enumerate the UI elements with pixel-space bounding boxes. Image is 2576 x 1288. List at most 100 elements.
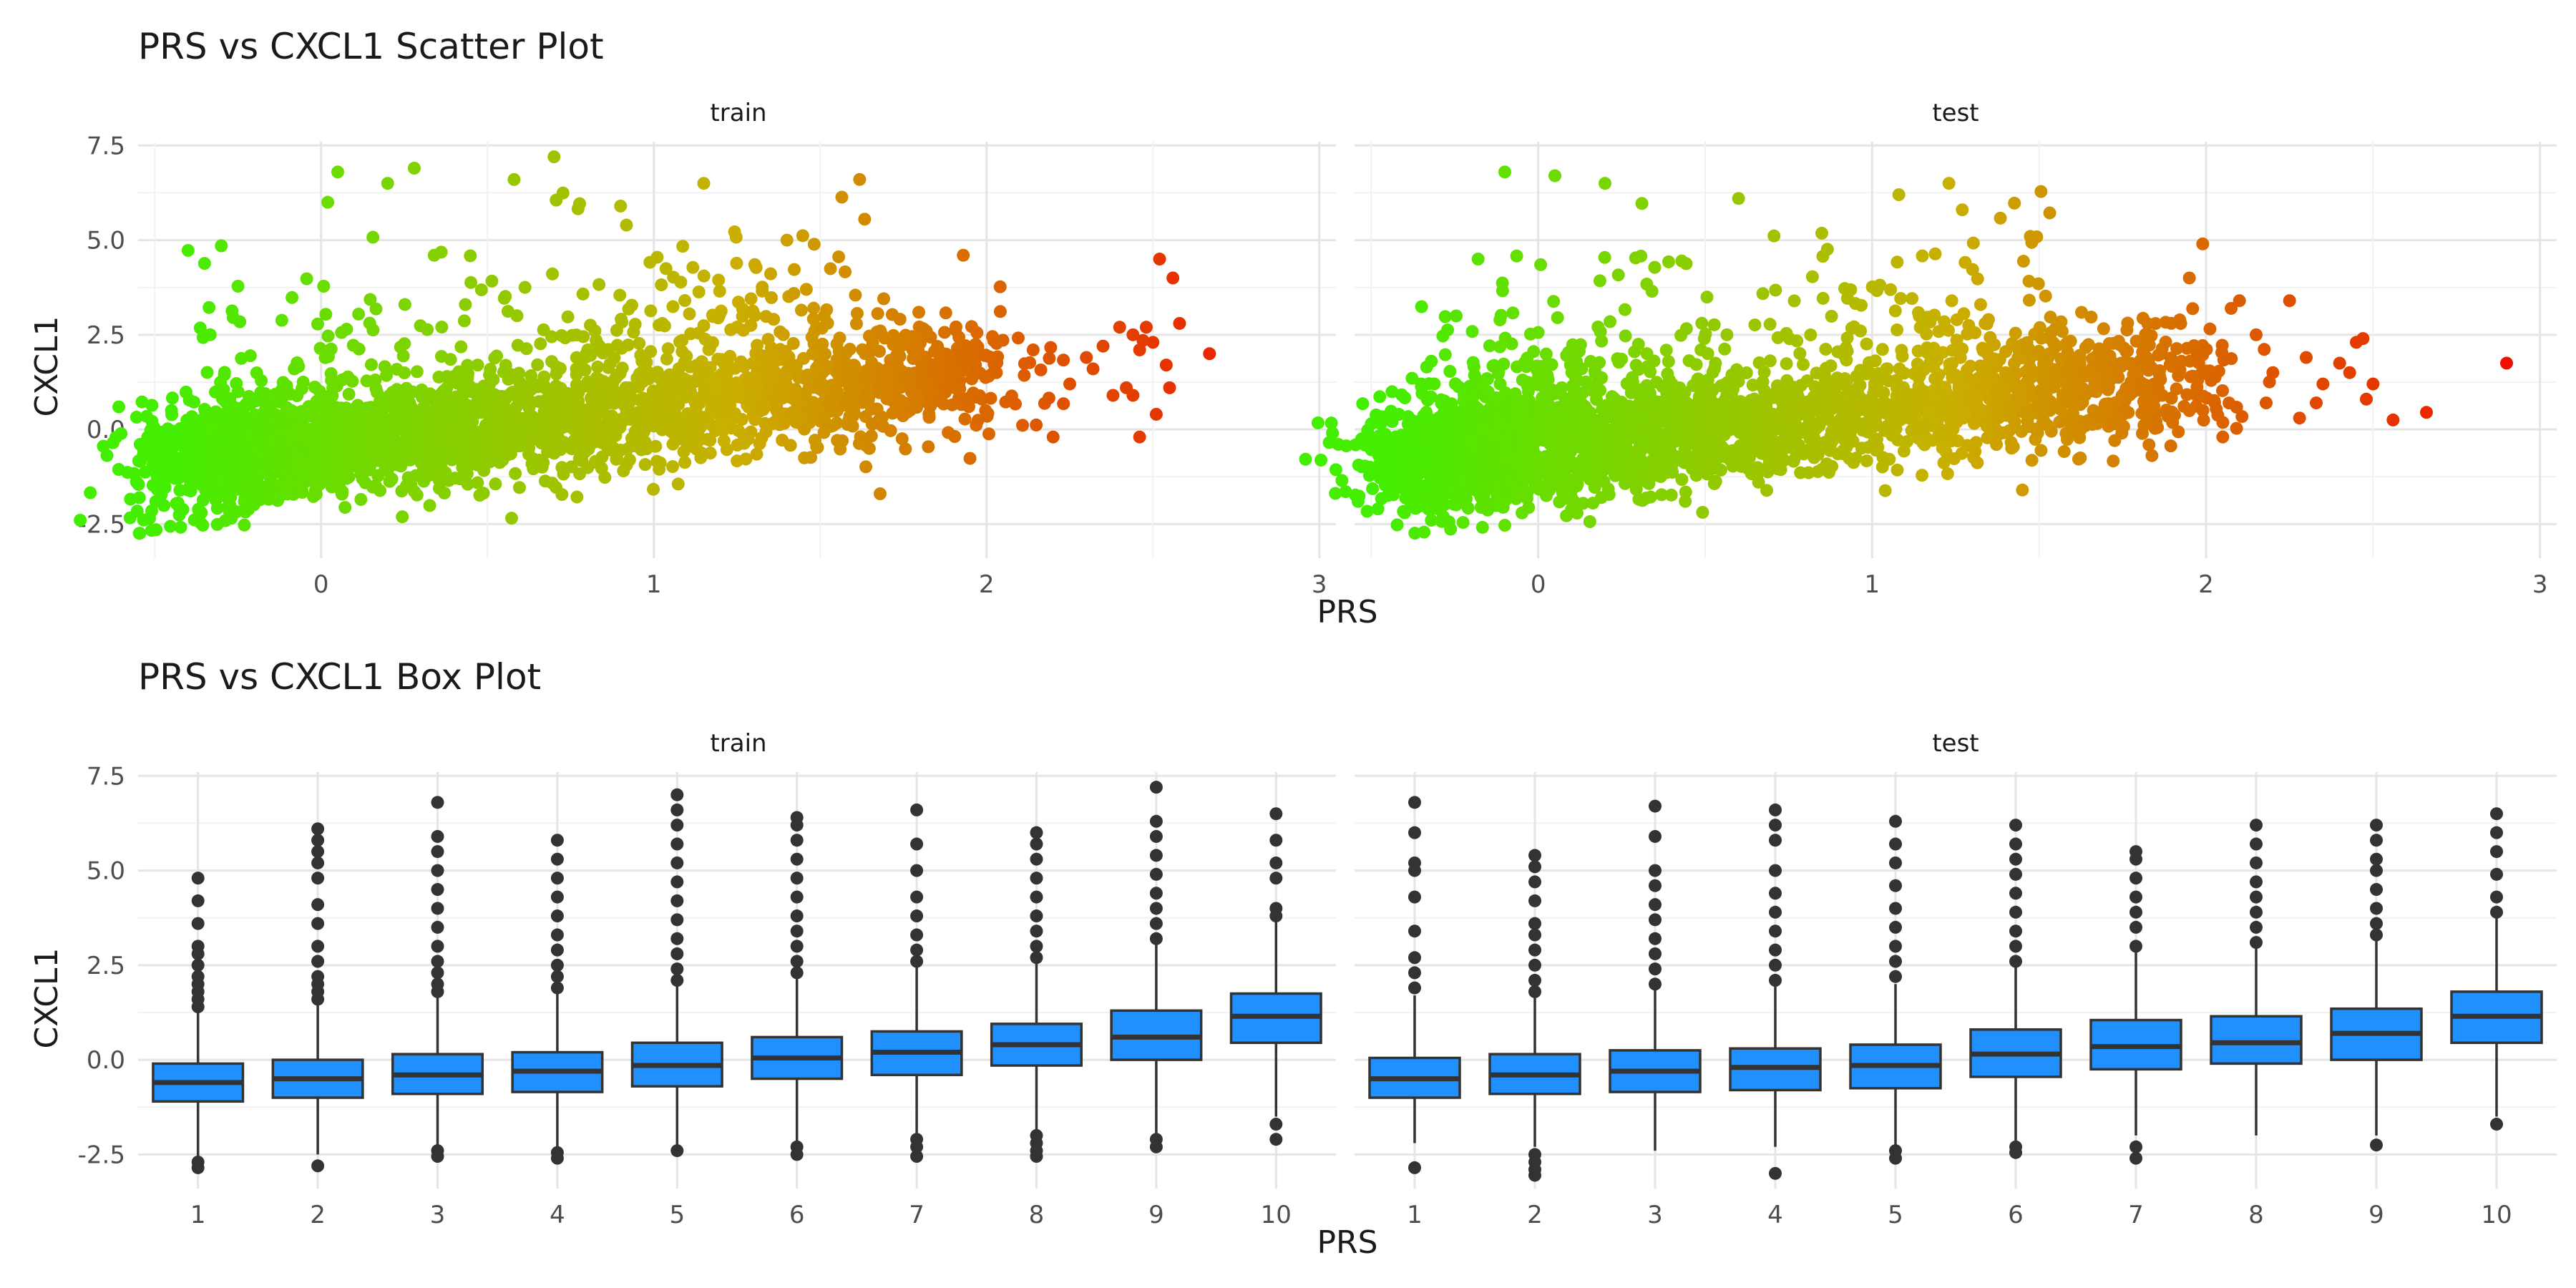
scatter-point <box>2121 316 2135 330</box>
scatter-point <box>133 527 147 540</box>
scatter-point <box>541 445 555 459</box>
scatter-point <box>799 283 813 296</box>
scatter-point <box>406 385 419 399</box>
scatter-point <box>335 326 348 339</box>
scatter-point <box>555 488 569 502</box>
scatter-point <box>263 463 276 477</box>
scatter-point <box>650 250 664 264</box>
scatter-point <box>192 433 206 447</box>
scatter-point <box>922 440 935 454</box>
scatter-point <box>260 479 274 493</box>
scatter-point <box>450 376 464 390</box>
scatter-point <box>488 453 502 467</box>
scatter-point <box>841 414 855 427</box>
scatter-point <box>678 456 692 469</box>
scatter-point <box>181 243 195 257</box>
scatter-point <box>730 256 743 270</box>
scatter-point <box>2107 454 2120 468</box>
scatter-point <box>787 286 801 300</box>
scatter-point <box>2154 373 2167 386</box>
scatter-point <box>475 439 489 453</box>
scatter-point <box>694 451 708 464</box>
scatter-point <box>2164 439 2177 453</box>
scatter-point <box>374 424 387 437</box>
scatter-point <box>1030 418 1043 431</box>
scatter-point <box>1385 385 1399 399</box>
scatter-point <box>2057 445 2071 459</box>
scatter-point <box>1498 519 1512 532</box>
scatter-point <box>161 453 175 467</box>
scatter-point <box>776 328 790 341</box>
scatter-point <box>899 442 912 456</box>
scatter-point <box>506 423 519 436</box>
scatter-point <box>397 402 411 416</box>
scatter-point <box>547 150 561 164</box>
scatter-point <box>219 406 233 419</box>
scatter-point <box>545 355 559 369</box>
scatter-point <box>130 504 144 518</box>
scatter-point <box>581 375 595 389</box>
scatter-point <box>722 378 736 391</box>
scatter-point <box>321 436 335 450</box>
scatter-point <box>686 260 700 274</box>
scatter-point <box>674 275 688 289</box>
scatter-point <box>965 372 979 386</box>
scatter-point <box>603 357 617 371</box>
scatter-point <box>625 298 638 312</box>
scatter-point <box>590 384 603 397</box>
scatter-point <box>614 444 628 457</box>
scatter-point <box>580 421 593 434</box>
scatter-point <box>555 328 568 342</box>
scatter-point <box>2230 421 2243 435</box>
scatter-point <box>1780 357 1793 371</box>
scatter-point <box>555 461 569 474</box>
scatter-point <box>461 358 474 372</box>
scatter-point <box>939 306 952 320</box>
scatter-point <box>338 501 352 514</box>
scatter-point <box>106 436 119 449</box>
scatter-point <box>1796 358 1810 371</box>
scatter-point <box>2159 336 2172 349</box>
scatter-point <box>667 382 680 396</box>
scatter-point <box>254 386 268 399</box>
scatter-point <box>545 398 559 411</box>
scatter-point <box>130 411 143 424</box>
scatter-point <box>145 399 159 412</box>
scatter-point <box>655 278 668 292</box>
scatter-point <box>275 463 288 477</box>
scatter-point <box>300 272 313 286</box>
scatter-point <box>527 452 540 466</box>
scatter-point <box>396 510 409 524</box>
scatter-point <box>172 499 185 513</box>
scatter-point <box>499 391 513 405</box>
scatter-point <box>1583 515 1596 529</box>
scatter-point <box>650 454 664 468</box>
scatter-point <box>873 487 887 501</box>
scatter-point <box>391 446 405 459</box>
scatter-point <box>2016 405 2030 419</box>
scatter-point <box>530 417 544 431</box>
scatter-point <box>312 424 326 437</box>
scatter-point <box>725 421 738 435</box>
scatter-point <box>834 442 847 456</box>
scatter-point <box>644 345 658 358</box>
scatter-point <box>871 307 884 321</box>
scatter-point <box>610 323 623 337</box>
scatter-point <box>1038 396 1051 410</box>
scatter-point <box>1086 362 1100 376</box>
scatter-point <box>886 406 899 420</box>
scatter-point <box>697 319 711 333</box>
scatter-point <box>1018 369 1031 382</box>
scatter-point <box>512 439 526 453</box>
scatter-point <box>767 353 781 367</box>
scatter-point <box>614 199 628 213</box>
scatter-point <box>819 347 832 361</box>
scatter-point <box>149 494 162 508</box>
scatter-point <box>348 421 362 435</box>
scatter-point <box>1932 383 1946 396</box>
scatter-point <box>589 404 602 417</box>
scatter-point <box>185 460 199 474</box>
scatter-point <box>712 273 726 287</box>
scatter-point <box>794 303 808 317</box>
scatter-point <box>678 294 692 308</box>
